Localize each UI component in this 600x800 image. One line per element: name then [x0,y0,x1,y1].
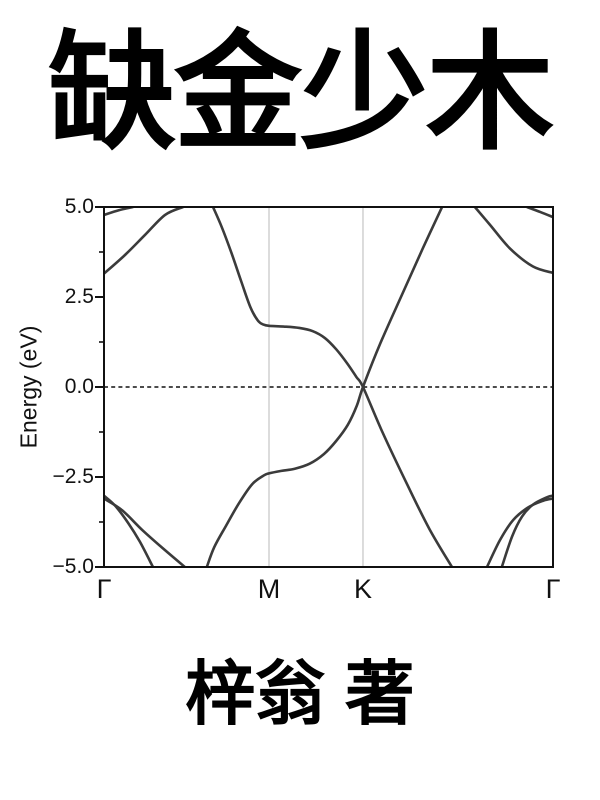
y-tick-label: 2.5 [64,285,94,308]
cover-title: 缺金少木 [47,22,554,165]
band-curve-sigma-valence-a-right [500,494,553,567]
x-tick-label: M [257,574,281,604]
band-structure-chart [95,206,554,568]
band-curve-pi-band-falling-through-K [211,207,454,567]
x-tick-label: Γ [96,574,112,604]
x-tick-label: K [353,574,372,604]
y-tick-label: 5.0 [64,195,94,218]
band-curve-upper-band-right [525,207,553,219]
y-tick-label: 0.0 [64,375,94,398]
y-tick-label: −5.0 [52,555,94,578]
y-tick-label: −2.5 [52,465,94,488]
band-curve-upper-band-left [104,207,135,217]
band-curve-sigma-valence-b-left [104,497,187,567]
band-curve-sigma-valence-b-right [485,497,553,567]
x-tick-label: Γ [545,574,561,604]
author-credit: 梓翁 著 [185,655,415,733]
band-curve-sigma-conduction-right [473,207,553,275]
band-curve-pi-band-rising-through-K [205,207,444,567]
band-curve-sigma-conduction-left [104,207,185,275]
